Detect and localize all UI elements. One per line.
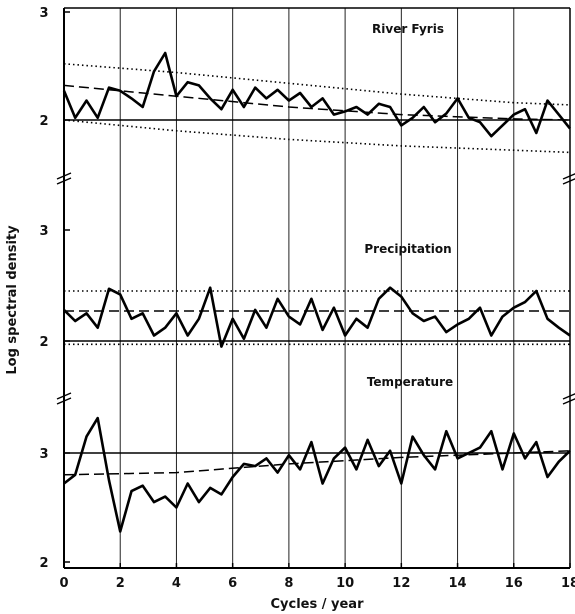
x-tick-label: 4 xyxy=(172,576,181,591)
upper-confidence-line xyxy=(63,63,571,106)
x-tick-label: 18 xyxy=(561,576,575,591)
x-tick-label: 8 xyxy=(284,576,293,591)
lower-confidence-line xyxy=(63,119,571,154)
spectrum-line xyxy=(63,416,571,533)
axis-break-mark xyxy=(56,172,72,180)
y-tick-label: 2 xyxy=(39,335,48,350)
panels: River Fyris 3 2 Precipitation 3 2 Temperature 3… xyxy=(39,6,575,571)
spectrum-line xyxy=(63,286,571,348)
y-tick-label: 3 xyxy=(39,224,48,239)
x-axis-label: Cycles / year xyxy=(270,597,364,612)
fitted-line xyxy=(63,84,571,121)
y-tick-label: 2 xyxy=(39,556,48,571)
y-axis-label: Log spectral density xyxy=(5,225,20,375)
axis-break-mark xyxy=(56,397,72,405)
y-tick-label: 3 xyxy=(39,447,48,462)
axis-break-mark xyxy=(56,392,72,400)
panel-0: River Fyris 3 2 xyxy=(39,6,575,185)
axis-break-mark xyxy=(562,173,575,180)
x-tick-label: 10 xyxy=(336,576,354,591)
spectrum-line xyxy=(62,51,572,138)
panel-title: Temperature xyxy=(367,375,453,389)
axis-break-mark xyxy=(562,393,575,400)
panel-2: Temperature 3 2 xyxy=(39,375,571,571)
x-tick-label: 16 xyxy=(505,576,523,591)
axis-break-mark xyxy=(56,177,72,185)
x-tick-label: 0 xyxy=(59,576,68,591)
panel-1: Precipitation 3 2 xyxy=(39,224,575,405)
x-tick-labels: 0 2 4 6 8 10 12 14 16 18 xyxy=(59,563,575,591)
x-tick-label: 2 xyxy=(116,576,125,591)
x-tick-label: 12 xyxy=(392,576,410,591)
y-tick-label: 2 xyxy=(39,114,48,129)
y-tick-label: 3 xyxy=(39,6,48,21)
x-tick-label: 14 xyxy=(449,576,467,591)
panel-title: Precipitation xyxy=(364,242,451,256)
panel-title: River Fyris xyxy=(372,22,444,36)
x-tick-label: 6 xyxy=(228,576,237,591)
